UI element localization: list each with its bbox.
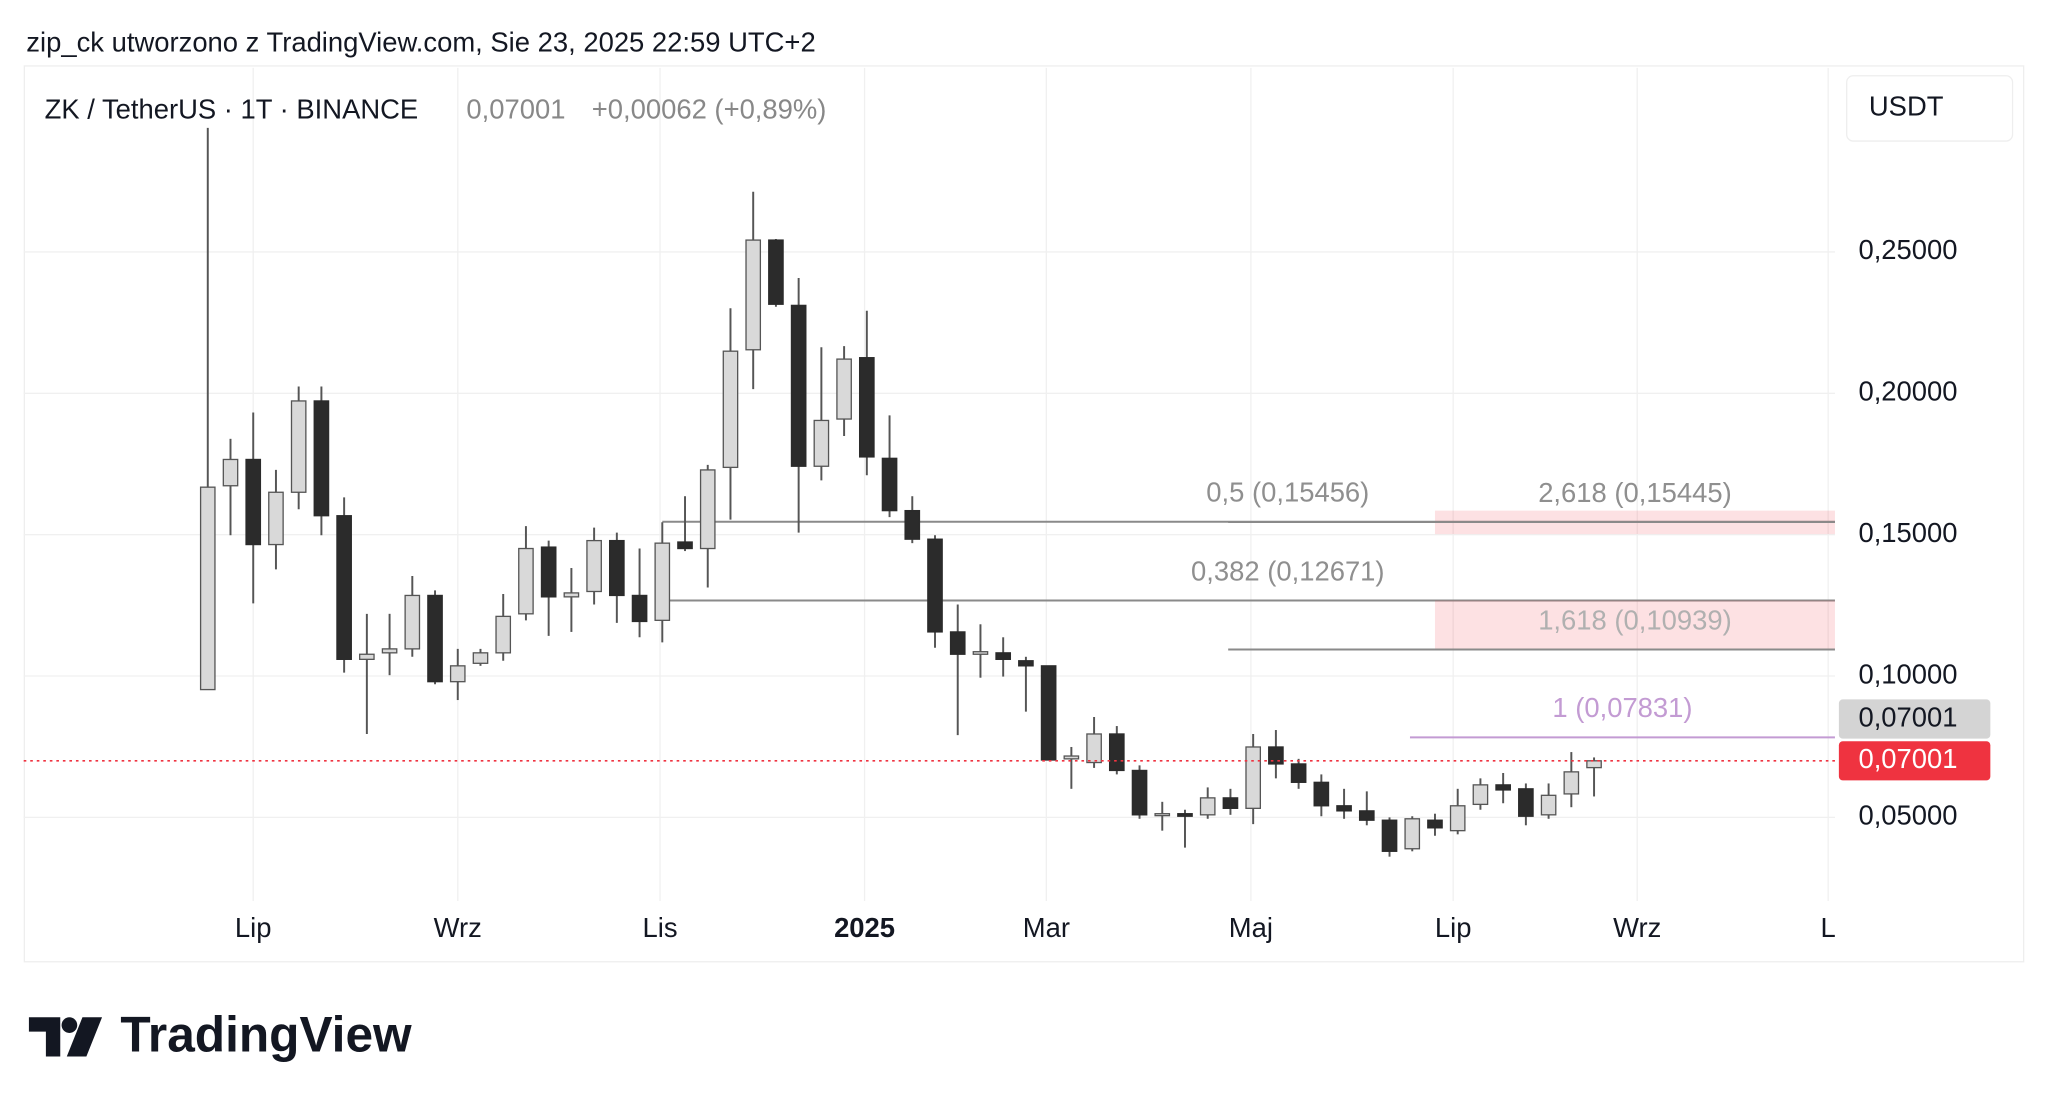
candle-body <box>790 304 807 467</box>
fib-label: 1 (0,07831) <box>1552 692 1692 723</box>
candle-body <box>1358 810 1375 821</box>
candle-body <box>1245 746 1262 809</box>
price-label-box <box>1838 741 1991 781</box>
candle-body <box>472 652 489 664</box>
candle-body <box>381 648 398 654</box>
candle-body <box>1540 794 1557 816</box>
candle-body <box>768 239 784 305</box>
candle-body <box>677 541 693 550</box>
candle-body <box>858 357 875 458</box>
candle-body <box>336 515 352 660</box>
y-tick-label: 0,05000 <box>1858 800 1957 831</box>
logo-mark <box>28 1017 103 1057</box>
candle-body <box>1177 813 1193 817</box>
candle-body <box>1586 760 1602 769</box>
candle-body <box>540 546 557 598</box>
candle-body <box>290 400 307 493</box>
currency: USDT <box>1869 91 1944 122</box>
y-tick-label: 0,25000 <box>1858 234 1957 265</box>
candle-body <box>699 469 716 550</box>
price-label: 0,07001 <box>1858 743 1957 774</box>
fib-label: 0,382 (0,12671) <box>1191 555 1385 586</box>
x-tick-label: Lip <box>235 912 272 943</box>
candle-body <box>654 542 671 621</box>
candle-body <box>1268 746 1284 765</box>
logo: TradingView <box>120 1006 412 1062</box>
candle-body <box>972 651 989 655</box>
fib-label: 1,618 (0,10939) <box>1538 604 1732 635</box>
candle-body <box>245 458 262 546</box>
candle-body <box>268 491 284 546</box>
candle-body <box>1427 819 1443 829</box>
candle-body <box>1290 763 1307 783</box>
candle-body <box>1154 813 1171 817</box>
currency-box <box>1846 75 2014 142</box>
candle-body <box>1018 660 1034 667</box>
candle-body <box>881 457 898 512</box>
candle-body <box>927 538 943 633</box>
candle-body <box>1131 769 1148 816</box>
y-tick-label: 0,15000 <box>1858 517 1957 548</box>
candle-body <box>1199 797 1216 816</box>
caption: zip_ck utworzono z TradingView.com, Sie … <box>26 27 815 58</box>
candle-body <box>427 594 443 683</box>
candle-body <box>1108 733 1125 772</box>
candle-body <box>449 665 466 683</box>
fib-label: 2,618 (0,15445) <box>1538 477 1732 508</box>
candle-body <box>949 631 966 655</box>
candle-body <box>631 594 648 623</box>
y-tick-label: 0,10000 <box>1858 658 1957 689</box>
plot <box>199 127 1835 857</box>
candle-body <box>313 400 330 517</box>
candle-body <box>1336 805 1352 812</box>
grid <box>23 67 1835 902</box>
candle-body <box>836 358 852 420</box>
candle-body <box>722 350 739 469</box>
chart-frame <box>23 65 2025 963</box>
candle-body <box>563 592 580 598</box>
x-tick-label: Maj <box>1229 912 1273 943</box>
symbol: ZK / TetherUS · 1T · BINANCE <box>45 93 419 124</box>
x-tick-label: Lis <box>642 912 677 943</box>
candle-body <box>1040 665 1057 761</box>
candle-body <box>586 539 602 593</box>
candle-body <box>1313 781 1330 807</box>
x-tick-label: Wrz <box>1613 912 1661 943</box>
candle-body <box>904 509 921 540</box>
price-label: 0,07001 <box>1858 701 1957 732</box>
fib-zone <box>1434 600 1835 650</box>
candle-body <box>199 486 216 691</box>
candle-body <box>495 615 512 654</box>
last-price: 0,07001 <box>466 93 565 124</box>
x-tick-label: Mar <box>1023 912 1070 943</box>
candle-body <box>1563 771 1580 795</box>
candle-body <box>995 652 1012 660</box>
candle-body <box>1063 755 1080 760</box>
candle-body <box>1086 733 1102 764</box>
change: +0,00062 (+0,89%) <box>592 93 827 124</box>
candle-body <box>404 594 421 650</box>
candle-body <box>222 458 239 487</box>
candle-body <box>813 419 830 467</box>
price-label-box <box>1838 699 1991 739</box>
candle-body <box>518 547 534 615</box>
x-tick-label: L <box>1821 912 1836 943</box>
candle-body <box>1495 784 1511 791</box>
candle-body <box>1518 788 1534 817</box>
candle-body <box>1472 784 1489 806</box>
fib-label: 0,5 (0,15456) <box>1206 477 1369 508</box>
candle-body <box>1381 819 1398 852</box>
x-tick-label: Wrz <box>434 912 482 943</box>
candle-body <box>745 239 762 351</box>
candle-body <box>359 653 375 660</box>
x-tick-label: Lip <box>1435 912 1472 943</box>
candle-body <box>609 539 625 597</box>
candle-body <box>1222 797 1239 809</box>
y-tick-label: 0,20000 <box>1858 376 1957 407</box>
candle-body <box>1449 805 1466 832</box>
candle-body <box>1404 818 1421 850</box>
x-tick-label: 2025 <box>834 912 895 943</box>
